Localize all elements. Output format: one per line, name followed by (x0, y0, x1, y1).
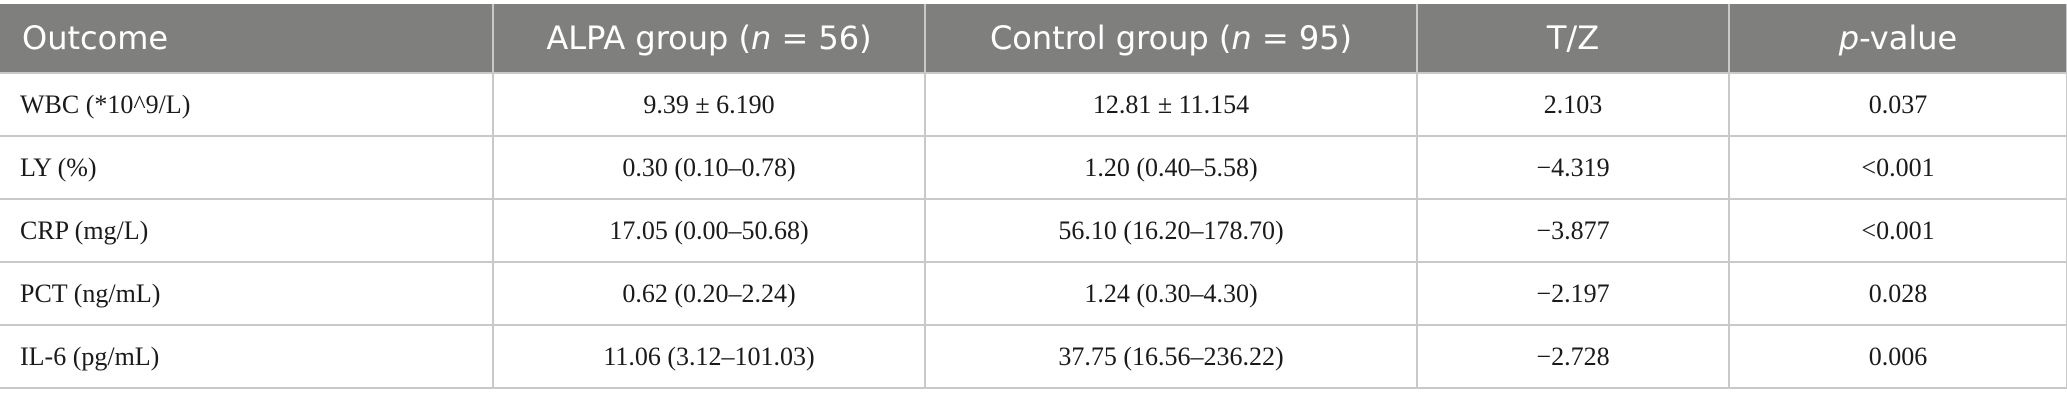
header-control-group: Control group (n = 95) (924, 4, 1417, 73)
table-row: WBC (*10^9/L) 9.39 ± 6.190 12.81 ± 11.15… (0, 72, 2067, 136)
control-value-cell: 12.81 ± 11.154 (924, 72, 1417, 136)
outcome-cell: IL-6 (pg/mL) (0, 324, 493, 389)
p-value-cell: 0.028 (1728, 261, 2067, 325)
control-value-cell: 56.10 (16.20–178.70) (924, 198, 1417, 262)
alpa-value-cell: 11.06 (3.12–101.03) (492, 324, 925, 389)
results-table: Outcome ALPA group (n = 56) Control grou… (0, 4, 2067, 389)
table-row: CRP (mg/L) 17.05 (0.00–50.68) 56.10 (16.… (0, 198, 2067, 262)
p-value-cell: <0.001 (1728, 198, 2067, 262)
tz-value-cell: −2.728 (1416, 324, 1729, 389)
alpa-value-cell: 17.05 (0.00–50.68) (492, 198, 925, 262)
table-row: IL-6 (pg/mL) 11.06 (3.12–101.03) 37.75 (… (0, 324, 2067, 389)
outcome-cell: LY (%) (0, 135, 493, 199)
alpa-value-cell: 9.39 ± 6.190 (492, 72, 925, 136)
p-value-cell: 0.037 (1728, 72, 2067, 136)
alpa-value-cell: 0.62 (0.20–2.24) (492, 261, 925, 325)
table-row: PCT (ng/mL) 0.62 (0.20–2.24) 1.24 (0.30–… (0, 261, 2067, 325)
header-p-value: p-value (1728, 4, 2067, 73)
tz-value-cell: −4.319 (1416, 135, 1729, 199)
p-value-cell: <0.001 (1728, 135, 2067, 199)
tz-value-cell: 2.103 (1416, 72, 1729, 136)
table-row: LY (%) 0.30 (0.10–0.78) 1.20 (0.40–5.58)… (0, 135, 2067, 199)
tz-value-cell: −3.877 (1416, 198, 1729, 262)
tz-value-cell: −2.197 (1416, 261, 1729, 325)
control-value-cell: 1.24 (0.30–4.30) (924, 261, 1417, 325)
outcome-cell: PCT (ng/mL) (0, 261, 493, 325)
alpa-value-cell: 0.30 (0.10–0.78) (492, 135, 925, 199)
p-value-cell: 0.006 (1728, 324, 2067, 389)
control-value-cell: 1.20 (0.40–5.58) (924, 135, 1417, 199)
header-row: Outcome ALPA group (n = 56) Control grou… (0, 4, 2067, 73)
control-value-cell: 37.75 (16.56–236.22) (924, 324, 1417, 389)
header-outcome: Outcome (0, 4, 493, 73)
outcome-cell: CRP (mg/L) (0, 198, 493, 262)
outcome-cell: WBC (*10^9/L) (0, 72, 493, 136)
header-alpa-group: ALPA group (n = 56) (492, 4, 925, 73)
header-t-z: T/Z (1416, 4, 1729, 73)
